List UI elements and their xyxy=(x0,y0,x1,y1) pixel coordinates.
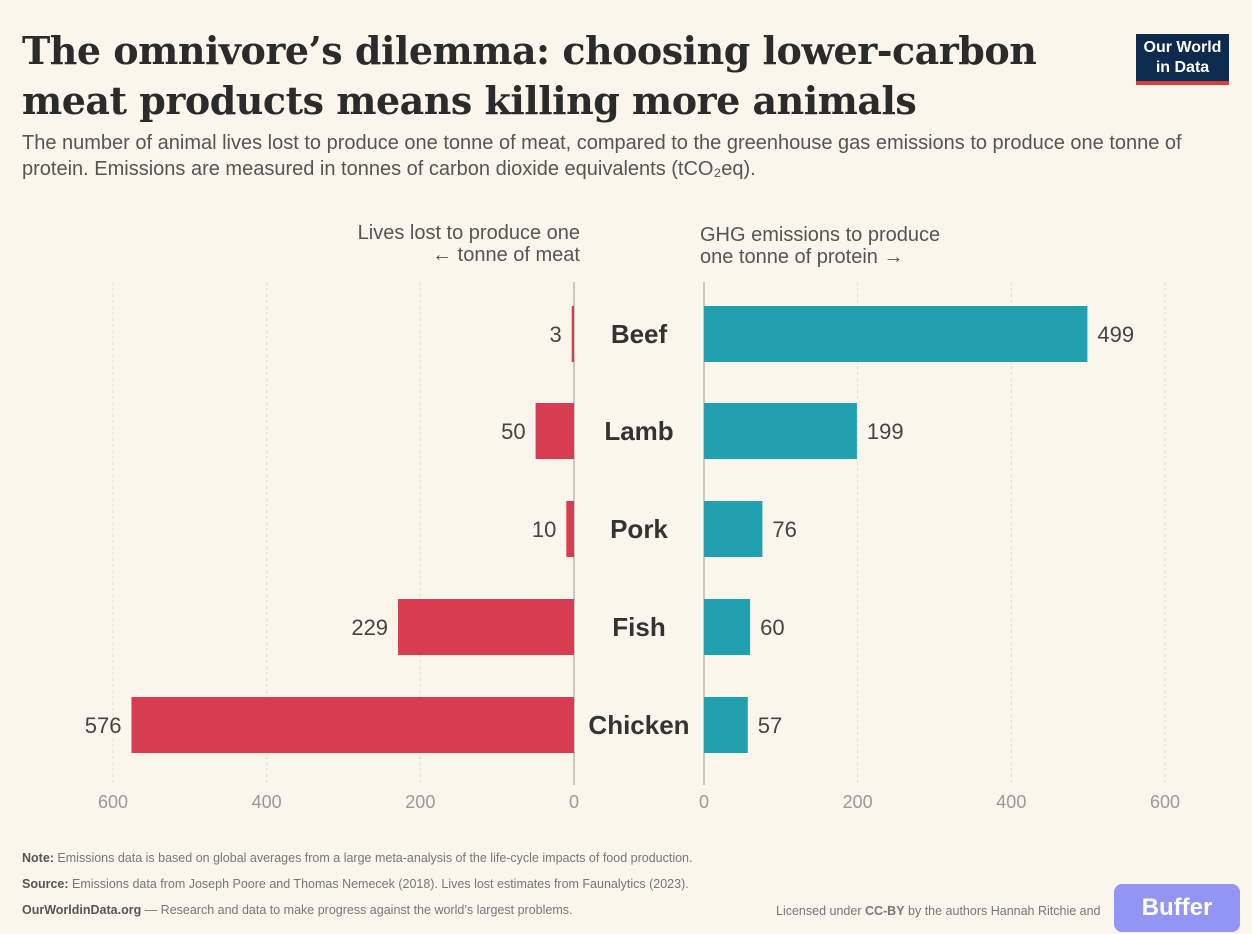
logo-line-2: in Data xyxy=(1155,59,1210,76)
right-axis-caption-line-1: GHG emissions to produce xyxy=(700,224,941,246)
right-tick-label: 400 xyxy=(996,792,1026,812)
left-axis-caption-line-2: ← tonne of meat xyxy=(432,244,580,266)
site-link[interactable]: OurWorldinData.org xyxy=(22,903,142,917)
right-value-label-pork: 76 xyxy=(772,517,796,542)
note-text: Emissions data is based on global averag… xyxy=(53,851,693,865)
right-value-label-lamb: 199 xyxy=(867,419,904,444)
footer-site: OurWorldinData.org — Research and data t… xyxy=(22,903,572,917)
category-label-beef: Beef xyxy=(611,319,668,349)
left-bar-chicken xyxy=(131,697,574,753)
owid-logo[interactable]: Our World in Data xyxy=(1136,34,1229,85)
right-bar-fish xyxy=(704,599,751,655)
left-bar-pork xyxy=(566,501,574,557)
right-bar-chicken xyxy=(704,697,748,753)
left-bar-lamb xyxy=(535,403,574,459)
right-tick-label: 200 xyxy=(843,792,873,812)
right-bar-beef xyxy=(704,306,1088,362)
license-prefix: Licensed under xyxy=(776,904,865,918)
left-axis-caption-line-1: Lives lost to produce one xyxy=(357,222,580,244)
right-axis-caption: GHG emissions to produce one tonne of pr… xyxy=(700,224,1000,268)
site-text: — Research and data to make progress aga… xyxy=(141,903,573,917)
footer-license: Licensed under CC-BY by the authors Hann… xyxy=(776,904,1101,918)
right-bar-lamb xyxy=(704,403,857,459)
license-link[interactable]: CC-BY xyxy=(864,904,905,918)
left-axis-caption: Lives lost to produce one ← tonne of mea… xyxy=(330,222,580,266)
footer-source: Source: Emissions data from Joseph Poore… xyxy=(22,877,689,891)
right-value-label-fish: 60 xyxy=(760,615,784,640)
left-value-label-beef: 3 xyxy=(549,322,561,347)
category-label-chicken: Chicken xyxy=(588,710,689,740)
left-tick-label: 0 xyxy=(569,792,579,812)
left-tick-label: 400 xyxy=(252,792,282,812)
right-value-label-beef: 499 xyxy=(1097,322,1134,347)
right-axis-caption-line-2: one tonne of protein → xyxy=(700,246,904,268)
right-tick-label: 600 xyxy=(1150,792,1180,812)
right-value-label-chicken: 57 xyxy=(758,713,782,738)
license-suffix: by the authors Hannah Ritchie and xyxy=(904,904,1101,918)
left-value-label-chicken: 576 xyxy=(85,713,122,738)
footer-note: Note: Emissions data is based on global … xyxy=(22,851,692,865)
category-label-fish: Fish xyxy=(612,612,665,642)
logo-line-1: Our World xyxy=(1143,39,1222,56)
left-bar-fish xyxy=(398,599,574,655)
chart-title: The omnivore’s dilemma: choosing lower-c… xyxy=(22,28,1037,123)
note-label: Note: xyxy=(22,851,54,865)
buffer-label: Buffer xyxy=(1141,894,1213,921)
right-bar-pork xyxy=(704,501,763,557)
left-value-label-pork: 10 xyxy=(532,517,556,542)
left-tick-label: 200 xyxy=(405,792,435,812)
buffer-watermark[interactable]: Buffer xyxy=(1114,884,1240,932)
source-text: Emissions data from Joseph Poore and Tho… xyxy=(68,877,689,891)
chart-subtitle: The number of animal lives lost to produ… xyxy=(22,132,1182,180)
left-tick-label: 600 xyxy=(98,792,128,812)
left-value-label-lamb: 50 xyxy=(501,419,525,444)
left-value-label-fish: 229 xyxy=(351,615,388,640)
category-label-pork: Pork xyxy=(610,514,668,544)
category-label-lamb: Lamb xyxy=(604,416,673,446)
source-label: Source: xyxy=(22,877,69,891)
left-bar-beef xyxy=(571,306,574,362)
right-tick-label: 0 xyxy=(699,792,709,812)
